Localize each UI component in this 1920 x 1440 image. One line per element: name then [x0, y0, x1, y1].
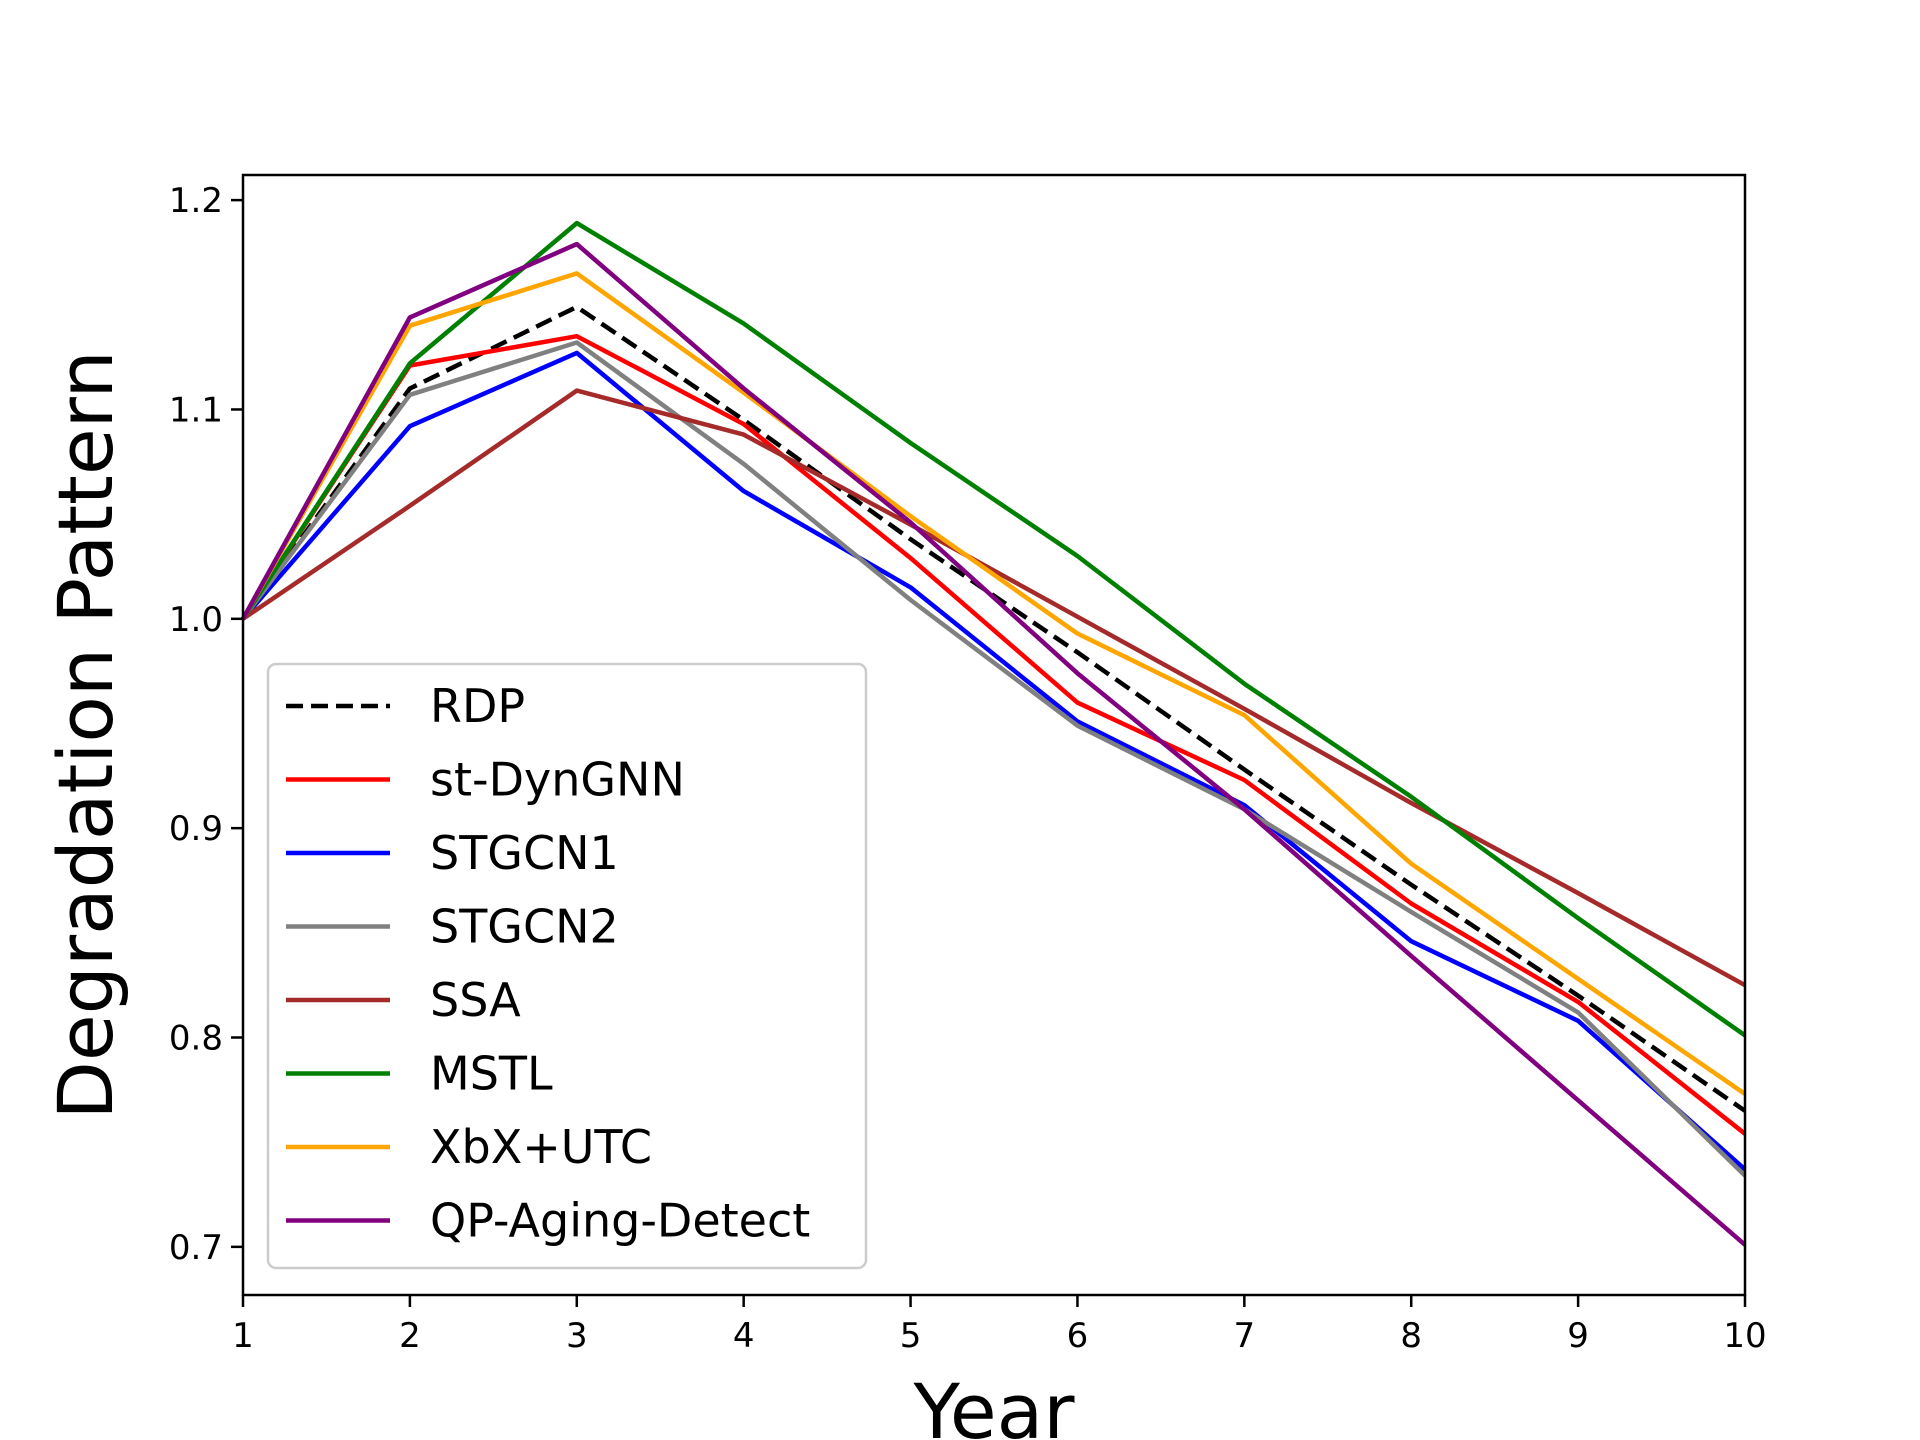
x-tick-label: 9 [1567, 1316, 1589, 1356]
x-tick-label: 2 [399, 1316, 421, 1356]
x-tick-label: 6 [1067, 1316, 1089, 1356]
legend: RDP st-DynGNN STGCN1 STGCN2 SSA MSTL XbX+UTC QP… [266, 662, 868, 1270]
x-axis-label: Year [913, 1367, 1076, 1440]
x-axis-ticks: 1 2 3 4 5 6 7 8 9 10 [232, 1295, 1767, 1356]
x-tick-label: 3 [566, 1316, 588, 1356]
x-tick-label: 1 [232, 1316, 254, 1356]
x-tick-label: 4 [733, 1316, 755, 1356]
y-tick-label: 1.2 [169, 181, 223, 221]
y-tick-label: 0.7 [169, 1228, 223, 1268]
legend-label-4: SSA [430, 973, 521, 1027]
plot-lines [241, 220, 1747, 1247]
x-tick-label: 7 [1234, 1316, 1256, 1356]
legend-label-2: STGCN1 [430, 826, 619, 880]
y-tick-label: 1.0 [169, 600, 223, 640]
series-line-7 [241, 241, 1747, 1247]
series-line-2 [241, 350, 1747, 1172]
series-line-6 [241, 271, 1747, 1096]
series-line-5 [241, 220, 1747, 1038]
x-tick-label: 10 [1723, 1316, 1766, 1356]
y-tick-label: 0.8 [169, 1019, 223, 1059]
series-line-4 [241, 388, 1747, 988]
legend-label-0: RDP [430, 679, 525, 733]
y-axis-label: Degradation Pattern [41, 350, 130, 1119]
legend-label-5: MSTL [430, 1047, 553, 1101]
y-tick-label: 0.9 [169, 809, 223, 849]
legend-label-6: XbX+UTC [430, 1120, 652, 1174]
y-tick-label: 1.1 [169, 390, 223, 430]
legend-label-3: STGCN2 [430, 900, 619, 954]
x-tick-label: 8 [1400, 1316, 1422, 1356]
legend-box [266, 662, 868, 1270]
plot-frame [241, 173, 1747, 1297]
y-axis-ticks: 0.7 0.8 0.9 1.0 1.1 1.2 [169, 181, 243, 1268]
legend-label-7: QP-Aging-Detect [430, 1194, 810, 1248]
series-line-1 [241, 333, 1747, 1136]
series-line-3 [241, 340, 1747, 1178]
x-tick-label: 5 [900, 1316, 922, 1356]
legend-label-1: st-DynGNN [430, 753, 685, 807]
